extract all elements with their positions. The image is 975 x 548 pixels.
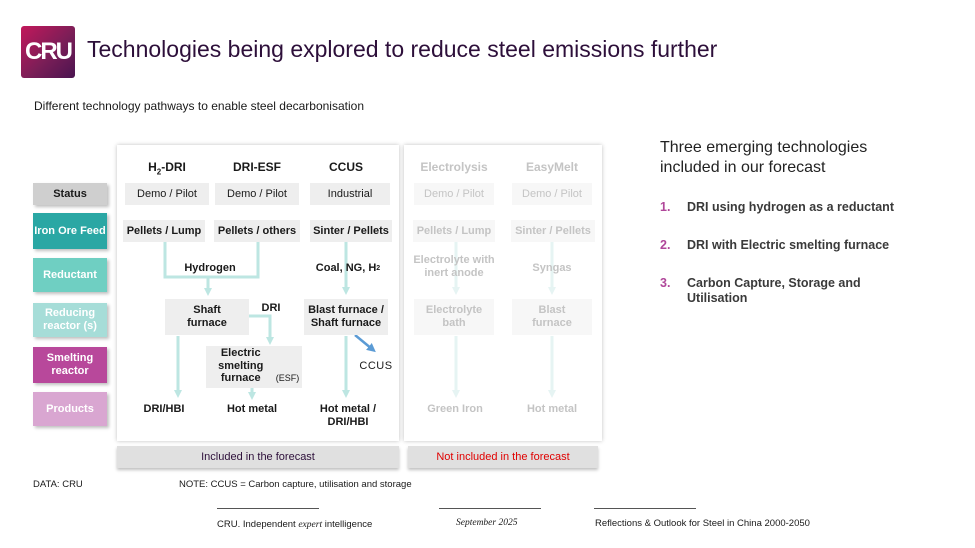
list-item: 3. Carbon Capture, Storage and Utilisatio… xyxy=(660,276,861,305)
column-head-ccus: CCUS xyxy=(328,160,363,174)
electrolysis-feed: Pellets / Lump xyxy=(413,220,495,242)
row-label-iron-ore-feed: Iron Ore Feed xyxy=(33,213,107,249)
row-label-status: Status xyxy=(33,183,107,205)
easymelt-status: Demo / Pilot xyxy=(512,183,592,205)
shared-reductant-hydrogen: Hydrogen xyxy=(184,261,236,274)
easymelt-blast-furnace: Blast furnace xyxy=(512,299,592,335)
easymelt-reductant: Syngas xyxy=(532,261,572,274)
ccus-capture-label: CCUS xyxy=(359,359,393,372)
ccus-definition-note: NOTE: CCUS = Carbon capture, utilisation… xyxy=(179,479,412,490)
footer-rule-1 xyxy=(217,508,319,509)
h2-dri-shaft-furnace: Shaft furnace xyxy=(165,299,249,335)
dri-esf-status: Demo / Pilot xyxy=(215,183,299,205)
row-label-reducing-reactor: Reducing reactor (s) xyxy=(33,303,107,337)
source-note: DATA: CRU xyxy=(33,479,83,490)
right-panel-heading: Three emerging technologies included in … xyxy=(660,139,868,176)
electrolysis-status: Demo / Pilot xyxy=(414,183,494,205)
footer-date: September 2025 xyxy=(456,518,518,528)
ccus-product: Hot metal / DRI/HBI xyxy=(319,403,377,428)
page-subtitle: Different technology pathways to enable … xyxy=(34,99,364,113)
ccus-capture-arrow xyxy=(354,334,376,353)
footer-rule-2 xyxy=(439,508,541,509)
electrolysis-product: Green Iron xyxy=(427,402,483,415)
footer-rule-3 xyxy=(594,508,696,509)
dri-label: DRI xyxy=(261,301,281,314)
not-included-in-forecast-bar: Not included in the forecast xyxy=(408,446,598,468)
row-label-reductant: Reductant xyxy=(33,258,107,292)
dri-esf-smelting-furnace: Electric smelting furnace (ESF) xyxy=(206,346,302,388)
page-title: Technologies being explored to reduce st… xyxy=(87,36,718,62)
row-label-products: Products xyxy=(33,392,107,426)
column-head-h2-dri: H2-DRI xyxy=(148,160,186,177)
easymelt-feed: Sinter / Pellets xyxy=(511,220,595,242)
electrolysis-bath: Electrolyte bath xyxy=(414,299,494,335)
arrow-to-esf xyxy=(249,314,274,345)
ccus-feed: Sinter / Pellets xyxy=(310,220,392,242)
dri-esf-feed: Pellets / others xyxy=(214,220,300,242)
ccus-status: Industrial xyxy=(310,183,390,205)
column-head-easymelt: EasyMelt xyxy=(525,160,579,174)
electrolysis-reductant: Electrolyte with inert anode xyxy=(413,254,495,279)
column-head-dri-esf: DRI-ESF xyxy=(233,160,281,174)
hydrogen-merge-line xyxy=(163,241,260,279)
included-in-forecast-bar: Included in the forecast xyxy=(117,446,399,468)
row-label-smelting-reactor: Smelting reactor xyxy=(33,347,107,383)
h2-dri-feed: Pellets / Lump xyxy=(123,220,205,242)
footer-company: CRU. Independent expert intelligence xyxy=(217,519,373,530)
column-head-electrolysis: Electrolysis xyxy=(420,160,488,174)
footer-report-title: Reflections & Outlook for Steel in China… xyxy=(595,518,810,529)
list-item: 2. DRI with Electric smelting furnace xyxy=(660,238,890,252)
easymelt-product: Hot metal xyxy=(526,402,578,415)
h2-dri-product: DRI/HBI xyxy=(143,402,185,415)
cru-logo: CRU xyxy=(21,26,75,78)
dri-esf-product: Hot metal xyxy=(226,402,278,415)
list-item: 1. DRI using hydrogen as a reductant xyxy=(660,200,894,214)
h2-dri-status: Demo / Pilot xyxy=(125,183,209,205)
ccus-blast-furnace: Blast furnace / Shaft furnace xyxy=(304,299,388,335)
